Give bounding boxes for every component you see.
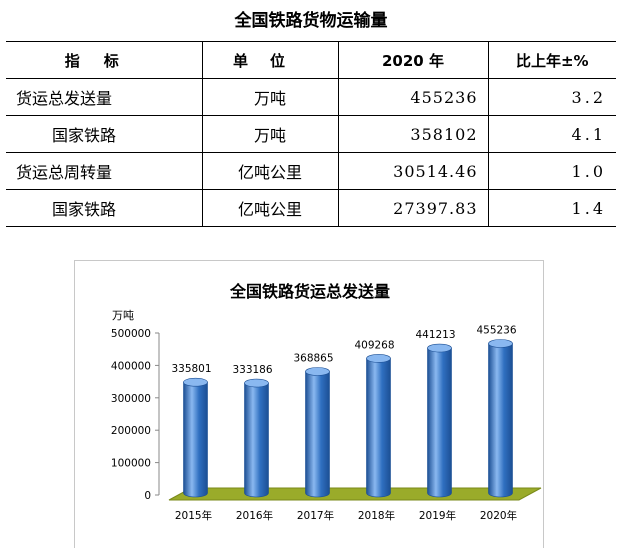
chart-frame: 全国铁路货运总发送量 万吨 0 100000 200000 300000 400000 5… [74, 260, 544, 548]
page-title: 全国铁路货物运输量 [234, 11, 388, 31]
y-tick-label: 100000 [111, 458, 151, 470]
plot-area: 0 100000 200000 300000 400000 500000 335801 201… [111, 325, 542, 522]
header-unit: 单位 [201, 41, 339, 79]
cell-indicator: 国家铁路 [6, 189, 203, 227]
y-tick-label: 300000 [111, 393, 151, 405]
bar-top [366, 354, 391, 363]
table-header-row: 指标 单位 2020 年 比上年±% [6, 41, 616, 79]
data-label: 441213 [415, 329, 455, 341]
chart-title: 全国铁路货运总发送量 [229, 282, 390, 301]
bar [427, 347, 452, 498]
data-label: 333186 [232, 364, 272, 376]
data-label: 368865 [293, 352, 333, 364]
x-tick-label: 2018年 [358, 509, 395, 522]
cell-unit: 亿吨公里 [201, 189, 339, 227]
data-label: 409268 [354, 339, 394, 351]
cell-value: 27397.83 [337, 189, 489, 227]
table-row: 国家铁路 亿吨公里 27397.83 1.4 [6, 189, 616, 227]
cell-change: 1.4 [487, 189, 616, 227]
y-axis-unit-label: 万吨 [112, 309, 134, 322]
cell-indicator: 货运总周转量 [6, 152, 203, 190]
bar [488, 343, 513, 498]
cell-indicator: 货运总发送量 [6, 78, 203, 116]
bar-top [427, 343, 452, 353]
data-label: 335801 [171, 363, 211, 375]
cell-change: 4.1 [487, 115, 616, 153]
y-tick-label: 500000 [111, 328, 151, 340]
bar-top [305, 367, 330, 376]
y-tick-label: 200000 [111, 425, 151, 437]
cell-change: 3.2 [487, 78, 616, 116]
bar-top [244, 378, 269, 388]
cell-unit: 万吨 [201, 115, 339, 153]
y-tick-label: 400000 [111, 360, 151, 372]
cell-unit: 万吨 [201, 78, 339, 116]
x-tick-label: 2015年 [175, 509, 212, 522]
bar-top [488, 339, 513, 348]
header-year: 2020 年 [337, 41, 489, 79]
x-tick-label: 2019年 [419, 509, 456, 522]
header-change: 比上年±% [487, 41, 616, 79]
cell-value: 358102 [337, 115, 489, 153]
x-tick-label: 2017年 [297, 509, 334, 522]
cell-change: 1.0 [487, 152, 616, 190]
table-row: 国家铁路 万吨 358102 4.1 [6, 115, 616, 153]
cell-value: 30514.46 [337, 152, 489, 190]
cell-value: 455236 [337, 78, 489, 116]
bar [305, 371, 330, 498]
data-label: 455236 [476, 325, 516, 337]
x-tick-label: 2016年 [236, 509, 273, 522]
chart-floor [168, 487, 542, 501]
cell-unit: 亿吨公里 [201, 152, 339, 190]
freight-volume-chart: 全国铁路货运总发送量 万吨 0 100000 200000 300000 400000 5… [111, 282, 542, 522]
x-tick-label: 2020年 [480, 509, 517, 522]
y-tick-label: 0 [144, 490, 151, 502]
table-row: 货运总周转量 亿吨公里 30514.46 1.0 [6, 152, 616, 190]
bar [244, 382, 269, 498]
table-row: 货运总发送量 万吨 455236 3.2 [6, 78, 616, 116]
bar [183, 381, 208, 498]
cell-indicator: 国家铁路 [6, 115, 203, 153]
bar-top [183, 377, 208, 387]
header-indicator: 指标 [6, 41, 203, 79]
bar [366, 358, 391, 498]
freight-table: 指标 单位 2020 年 比上年±% 货运总发送量 万吨 455236 3.2 … [6, 41, 616, 227]
